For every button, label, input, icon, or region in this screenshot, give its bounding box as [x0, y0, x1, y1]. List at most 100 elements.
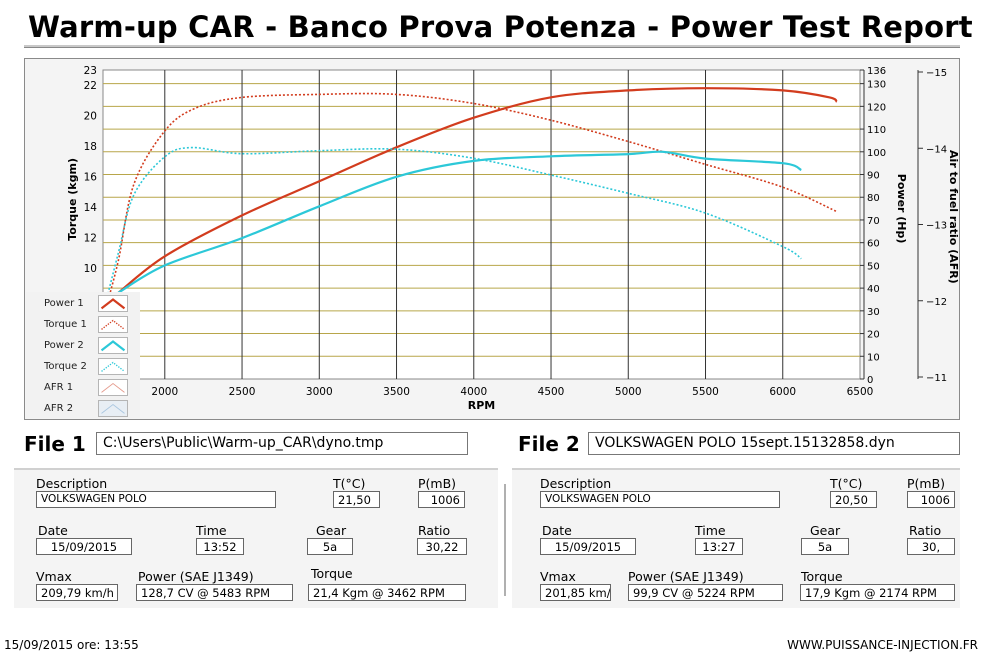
file-2-pressure-field[interactable]: 1006	[907, 491, 955, 508]
x-tick-label: 4500	[538, 386, 565, 398]
torque-tick-label: 10	[84, 263, 97, 275]
file-1-time-label: Time	[196, 523, 227, 538]
file-1-torque-label: Torque	[311, 566, 353, 581]
power-tick-label: 0	[867, 375, 873, 386]
power-tick-label: 60	[867, 239, 880, 250]
legend-item-torque-1[interactable]: Torque 1	[26, 315, 140, 335]
legend-swatch-afr-1	[98, 379, 128, 396]
file-2-pressure-label: P(mB)	[907, 476, 946, 491]
file-1-path-field[interactable]: C:\Users\Public\Warm-up_CAR\dyno.tmp	[96, 432, 468, 455]
file-1-gear-label: Gear	[316, 523, 347, 538]
file-1-description-label: Description	[36, 476, 108, 491]
file-1-power-field[interactable]: 128,7 CV @ 5483 RPM	[136, 584, 293, 601]
file-1-ratio-field[interactable]: 30,22	[417, 538, 467, 555]
file-1-pressure-label: P(mB)	[418, 476, 457, 491]
file-2-description-label: Description	[540, 476, 612, 491]
file-2-torque-field[interactable]: 17,9 Kgm @ 2174 RPM	[800, 584, 955, 601]
afr-tick-label: −13	[926, 221, 947, 232]
power-tick-label: 50	[867, 261, 880, 272]
legend-item-power-2[interactable]: Power 2	[26, 336, 140, 356]
x-tick-label: 4000	[460, 386, 487, 398]
file-1-power-label: Power (SAE J1349)	[138, 569, 254, 584]
file-1-date-label: Date	[38, 523, 68, 538]
legend-label: Power 1	[44, 298, 84, 309]
torque-tick-label: 18	[84, 141, 97, 153]
file-2-vmax-field[interactable]: 201,85 km/	[540, 584, 611, 601]
power-tick-label: 136	[867, 66, 886, 77]
power-tick-label: 30	[867, 307, 880, 318]
legend-swatch-power-2	[98, 337, 128, 354]
panel-divider	[504, 484, 506, 596]
footer-website: WWW.PUISSANCE-INJECTION.FR	[787, 638, 978, 652]
file-2-power-field[interactable]: 99,9 CV @ 5224 RPM	[628, 584, 783, 601]
file-1-temp-label: T(°C)	[333, 476, 366, 491]
legend-swatch-afr-2	[98, 400, 128, 417]
x-tick-label: 3500	[383, 386, 410, 398]
torque-tick-label: 14	[84, 202, 98, 214]
chart-legend: Power 1 Torque 1 Power 2 Torque 2 AFR 1 …	[26, 292, 140, 418]
file-2-temp-label: T(°C)	[830, 476, 863, 491]
legend-label: AFR 2	[44, 403, 74, 414]
file-2-power-label: Power (SAE J1349)	[628, 569, 744, 584]
footer-timestamp: 15/09/2015 ore: 13:55	[4, 638, 139, 652]
file-2-gear-field[interactable]: 5a	[801, 538, 849, 555]
series-line-power-1	[117, 87, 838, 294]
file-2-temp-field[interactable]: 20,50	[830, 491, 877, 508]
legend-label: AFR 1	[44, 382, 74, 393]
file-1-torque-field[interactable]: 21,4 Kgm @ 3462 RPM	[308, 584, 466, 601]
title-divider	[24, 45, 960, 48]
file-1-vmax-label: Vmax	[36, 569, 72, 584]
file-1-vmax-field[interactable]: 209,79 km/h	[36, 584, 118, 601]
file-2-date-field[interactable]: 15/09/2015	[540, 538, 636, 555]
file-2-ratio-label: Ratio	[909, 523, 942, 538]
file-1-time-field[interactable]: 13:52	[196, 538, 244, 555]
torque-tick-label: 16	[84, 172, 98, 184]
file-1-pressure-field[interactable]: 1006	[418, 491, 465, 508]
x-tick-label: 2500	[229, 386, 256, 398]
torque-tick-label: 12	[84, 232, 97, 244]
power-tick-label: 10	[867, 352, 880, 363]
afr-tick-label: −11	[926, 373, 947, 384]
legend-item-power-1[interactable]: Power 1	[26, 294, 140, 314]
power-tick-label: 100	[867, 148, 886, 159]
x-tick-label: 3000	[306, 386, 333, 398]
x-tick-label: 5000	[615, 386, 642, 398]
x-tick-label: 6000	[769, 386, 796, 398]
torque-tick-label: 20	[84, 111, 97, 123]
afr-tick-label: −15	[926, 68, 947, 79]
file-2-label: File 2	[518, 432, 580, 456]
file-2-path-field[interactable]: VOLKSWAGEN POLO 15sept.15132858.dyn	[588, 432, 960, 455]
file-2-gear-label: Gear	[810, 523, 841, 538]
afr-axis-label: Air to fuel ratio (AFR)	[947, 150, 960, 284]
file-2-time-label: Time	[695, 523, 726, 538]
file-2-time-field[interactable]: 13:27	[695, 538, 743, 555]
file-1-label: File 1	[24, 432, 86, 456]
power-axis-label: Power (Hp)	[895, 174, 908, 244]
legend-item-afr-1[interactable]: AFR 1	[26, 378, 140, 398]
legend-label: Torque 1	[44, 319, 87, 330]
file-2-ratio-field[interactable]: 30,	[907, 538, 955, 555]
file-1-temp-field[interactable]: 21,50	[333, 491, 380, 508]
file-1-date-field[interactable]: 15/09/2015	[36, 538, 132, 555]
power-tick-label: 90	[867, 171, 880, 182]
file-1-ratio-label: Ratio	[418, 523, 451, 538]
legend-label: Torque 2	[44, 361, 87, 372]
torque-axis-label: Torque (kgm)	[66, 158, 79, 241]
torque-tick-label: 22	[84, 80, 97, 92]
torque-tick-label: 23	[84, 65, 97, 77]
file-2-description-field[interactable]: VOLKSWAGEN POLO	[540, 491, 780, 508]
power-tick-label: 70	[867, 216, 880, 227]
file-1-gear-field[interactable]: 5a	[307, 538, 353, 555]
legend-item-afr-2[interactable]: AFR 2	[26, 399, 140, 419]
series-line-power-2	[117, 150, 802, 294]
legend-item-torque-2[interactable]: Torque 2	[26, 357, 140, 377]
file-1-description-field[interactable]: VOLKSWAGEN POLO	[36, 491, 276, 508]
power-tick-label: 130	[867, 80, 886, 91]
x-axis-label: RPM	[468, 399, 495, 412]
power-tick-label: 80	[867, 193, 880, 204]
x-tick-label: 6500	[847, 386, 874, 398]
series-line-torque-2	[105, 146, 802, 302]
file-2-torque-label: Torque	[801, 569, 843, 584]
page-title: Warm-up CAR - Banco Prova Potenza - Powe…	[28, 10, 973, 44]
legend-swatch-torque-2	[98, 358, 128, 375]
